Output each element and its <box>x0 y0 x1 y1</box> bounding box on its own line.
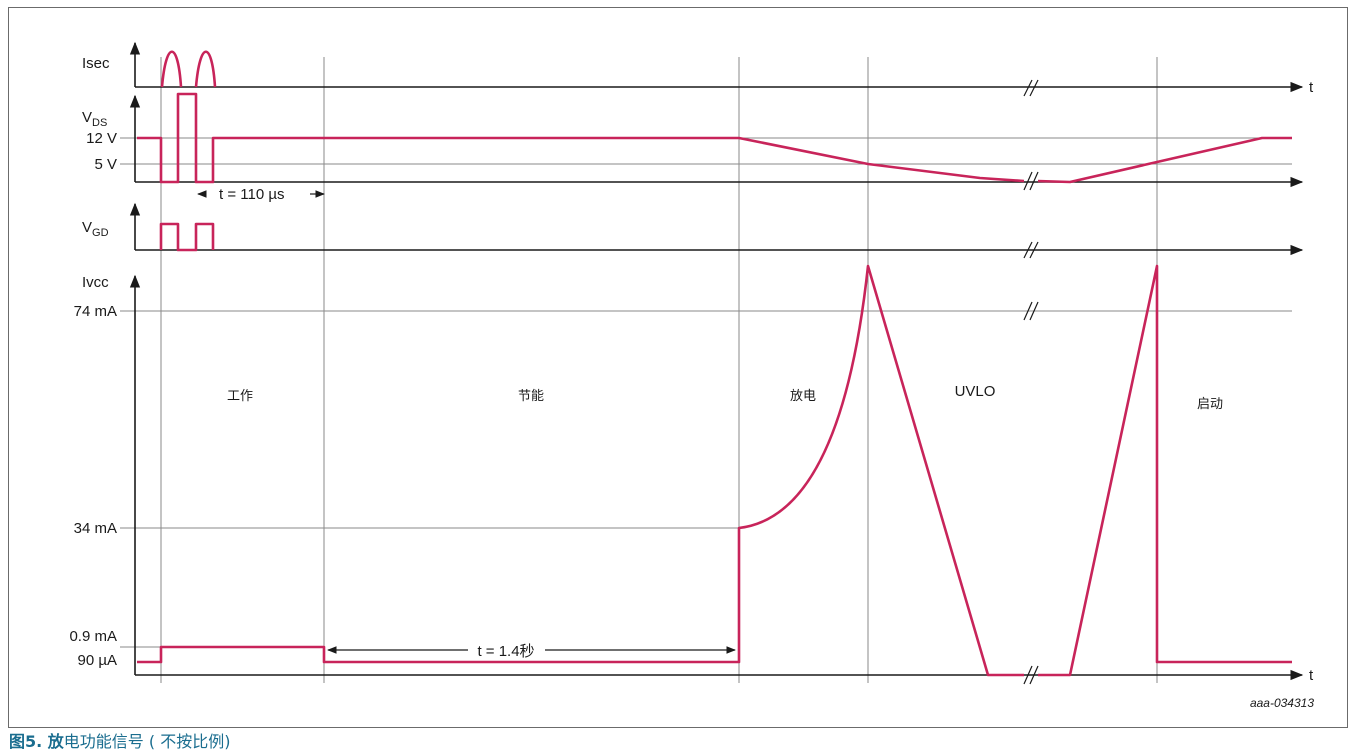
caption-prefix: 图5. 放 <box>9 732 64 751</box>
figure-caption: 图5. 放电功能信号 ( 不按比例) <box>9 728 230 752</box>
vds-label: VDS <box>82 109 107 129</box>
vgd-waveform <box>159 222 215 252</box>
duration-arrows <box>197 190 736 654</box>
level-0-9ma: 0.9 mA <box>69 628 117 645</box>
phase-startup-label: 启动 <box>1197 396 1223 411</box>
vds-waveform <box>137 92 1292 184</box>
waveforms <box>137 50 1292 677</box>
axis-break-marks <box>1023 79 1039 685</box>
phase-operate-label: 工作 <box>227 388 253 403</box>
time-label-ivcc: t <box>1309 667 1314 684</box>
vgd-label: VGD <box>82 219 109 239</box>
ivcc-waveform <box>137 264 1292 677</box>
phase-discharge-label: 放电 <box>790 388 816 403</box>
phase-uvlo-label: UVLO <box>955 383 996 400</box>
ivcc-label: Ivcc <box>82 274 109 291</box>
level-12v: 12 V <box>86 130 117 147</box>
level-5v: 5 V <box>94 156 117 173</box>
level-labels: 12 V 5 V 74 mA 34 mA 0.9 mA 90 µA <box>69 130 117 669</box>
figure-id: aaa-034313 <box>1250 696 1314 710</box>
phase-standby-label: 节能 <box>518 388 544 403</box>
level-74ma: 74 mA <box>74 303 117 320</box>
duration-labels: t = 110 µs t = 1.4秒 <box>219 186 535 660</box>
burst-gap-label: t = 110 µs <box>219 186 285 203</box>
caption-text: 电功能信号 ( 不按比例) <box>63 732 231 751</box>
level-34ma: 34 mA <box>74 520 117 537</box>
level-90ua: 90 µA <box>78 652 118 669</box>
axes <box>129 41 1304 681</box>
isec-waveform <box>160 50 217 88</box>
time-label-isec: t <box>1309 79 1314 96</box>
standby-time-label: t = 1.4秒 <box>477 643 534 660</box>
level-lines <box>120 137 1292 648</box>
isec-label: Isec <box>82 55 110 72</box>
timing-diagram-frame <box>8 7 1348 728</box>
signal-labels: Isec VDS VGD Ivcc t t <box>82 55 1314 684</box>
phase-boundaries <box>160 57 1158 683</box>
phase-labels: 工作 节能 放电 UVLO 启动 <box>227 383 1223 411</box>
